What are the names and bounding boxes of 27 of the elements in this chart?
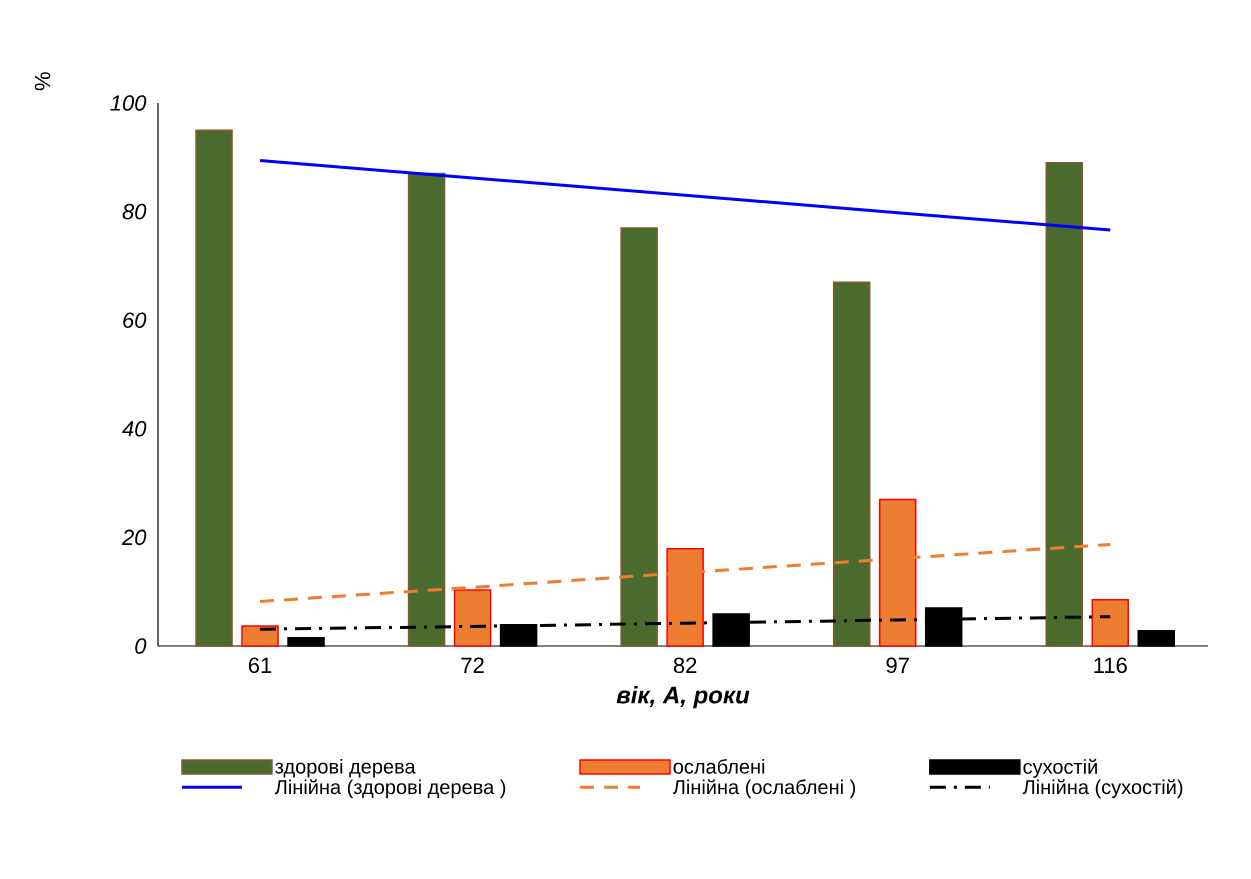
x-tick-label: 82 [673,657,697,674]
x-tick-label: 97 [886,657,909,674]
bar [1045,161,1083,647]
x-axis-title: вік, А, роки [616,685,750,709]
y-axis-title: % [34,72,51,91]
y-tick-label: 80 [122,203,147,220]
y-tick-label: 100 [110,95,147,111]
bar [620,227,658,647]
legend-label: здорові дерева [275,758,416,778]
bar [241,625,279,647]
bar [832,281,871,647]
bar [195,129,233,647]
y-tick-label: 60 [123,312,147,328]
bar [407,172,446,647]
legend-label: Лінійна (здорові дерева ) [274,779,506,799]
y-tick-label: 20 [121,529,147,546]
legend-label: Лінійна (сухостій) [1022,779,1183,799]
x-tick-label: 116 [1094,657,1127,674]
x-tick-label: 72 [461,657,484,673]
y-tick-label: 40 [122,421,147,437]
legend-label: ослаблені [673,758,765,774]
y-tick-label: 0 [135,638,147,654]
bar [1091,599,1129,647]
legend-label: сухостій [1023,758,1097,778]
x-tick-label: 61 [248,657,272,674]
legend-label: Лінійна (ослаблені ) [672,779,856,799]
line-series [258,159,1112,232]
